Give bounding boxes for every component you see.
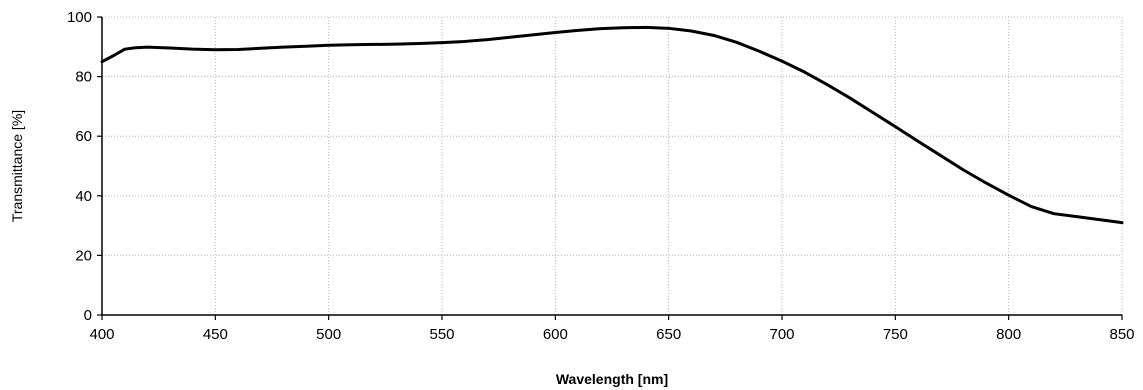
x-tick-label: 750 [883,326,908,343]
x-tick-label: 400 [89,326,114,343]
x-tick-label: 800 [996,326,1021,343]
x-tick-label: 450 [203,326,228,343]
y-tick-label: 60 [75,128,92,145]
x-tick-label: 550 [429,326,454,343]
x-tick-label: 500 [316,326,341,343]
y-tick-label: 0 [84,307,92,324]
y-tick-label: 20 [75,247,92,264]
labels: Wavelength [nm] Transmittance [%] [9,110,668,387]
axes: 400 450 500 550 600 650 700 750 800 850 0 20 40 60 80 1… [67,9,1135,343]
grid [102,16,1123,315]
x-tick-label: 600 [543,326,568,343]
y-tick-label: 80 [75,69,92,86]
series-line-transmittance [100,25,1124,225]
series-layer [100,25,1124,225]
y-tick-label: 100 [67,9,92,26]
x-axis-title: Wavelength [nm] [556,371,668,387]
x-tick-label: 700 [769,326,794,343]
y-axis-title: Transmittance [%] [9,110,25,222]
x-tick-label: 850 [1109,326,1134,343]
y-tick-label: 40 [75,188,92,205]
x-tick-label: 650 [656,326,681,343]
